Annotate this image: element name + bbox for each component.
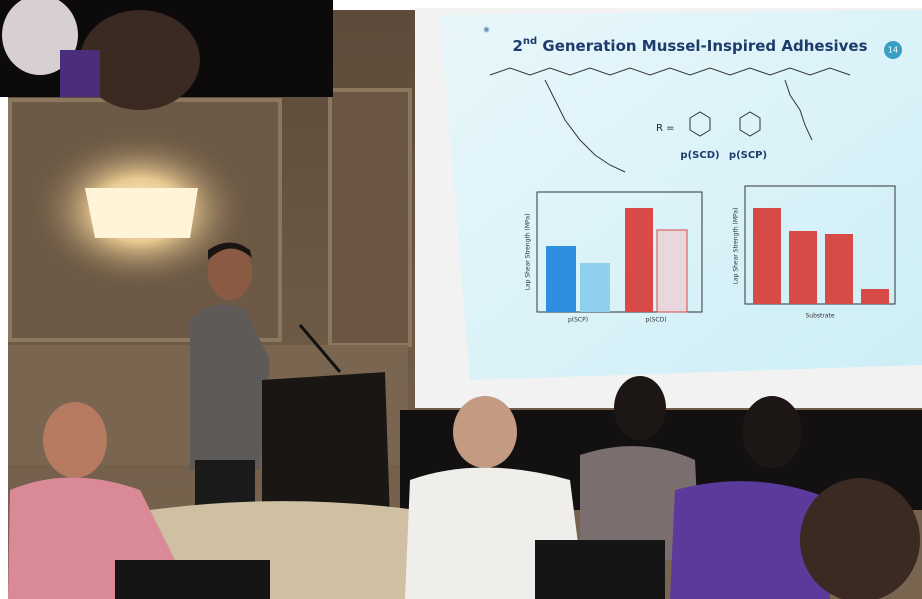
attendee-shirt — [580, 446, 700, 560]
ring — [739, 111, 761, 137]
title-suffix: nd — [523, 36, 537, 47]
shirt — [60, 50, 100, 97]
bar — [825, 234, 853, 304]
title-rest: Generation Mussel-Inspired Adhesives — [537, 37, 867, 55]
bar — [789, 231, 817, 304]
plot-frame — [536, 191, 703, 313]
speaker-hair — [208, 242, 252, 260]
plot-frame — [744, 185, 896, 305]
microphone — [298, 324, 342, 373]
page-badge — [884, 41, 902, 59]
attendee-shirt — [670, 481, 830, 599]
left-margin — [0, 0, 8, 599]
chair — [115, 560, 270, 599]
person — [2, 0, 78, 75]
title-number: 2 — [512, 37, 522, 55]
attendee-head — [453, 396, 517, 468]
structure — [544, 79, 626, 173]
structure — [784, 79, 813, 141]
slide — [440, 10, 922, 380]
attendee-head — [742, 396, 802, 468]
x-label: Substrate — [805, 313, 834, 320]
x-tick-label: p(SCP) — [568, 317, 588, 324]
chair — [535, 540, 665, 599]
page-number: 14 — [888, 46, 898, 55]
y-label: Lap Shear Strength (MPa) — [733, 208, 740, 285]
bar — [580, 263, 610, 312]
x-tick-label: p(SCD) — [645, 317, 666, 324]
slide-title: 2nd Generation Mussel-Inspired Adhesives — [512, 36, 867, 55]
ring — [689, 111, 711, 137]
attendee-head — [800, 478, 920, 599]
bar — [625, 208, 653, 312]
bar — [753, 208, 781, 304]
structure — [489, 67, 851, 76]
speaker-jacket — [190, 304, 270, 470]
podium — [262, 372, 390, 525]
r-label: R = — [656, 123, 675, 134]
attendee-head — [614, 376, 666, 440]
bar — [546, 246, 576, 312]
monomer-label: p(SCD) — [680, 150, 719, 161]
top-margin — [0, 0, 922, 10]
monomer-label: p(SCP) — [729, 150, 767, 161]
wall-panel — [328, 88, 412, 347]
speaker-head — [208, 244, 252, 300]
attendee-head — [43, 402, 107, 478]
person — [80, 10, 200, 110]
bar — [861, 289, 889, 304]
logo: ✺ — [483, 26, 490, 35]
y-label: Lap Shear Strength (MPa) — [525, 214, 532, 291]
wall-lamp — [85, 188, 198, 238]
bar — [656, 229, 688, 313]
